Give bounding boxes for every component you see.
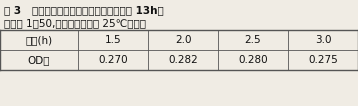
Text: OD値: OD値 [28, 55, 50, 65]
Text: 2.5: 2.5 [245, 35, 261, 45]
Text: 0.282: 0.282 [168, 55, 198, 65]
Text: 1.5: 1.5 [105, 35, 121, 45]
Text: 0.275: 0.275 [308, 55, 338, 65]
Text: 表 3   浸提时间和得率的关系（确酸铜处理 13h，: 表 3 浸提时间和得率的关系（确酸铜处理 13h， [4, 5, 164, 15]
Text: 0.270: 0.270 [98, 55, 128, 65]
Text: 时间(h): 时间(h) [25, 35, 53, 45]
Text: 料液比 1：50,丙酮乙醇混合液 25℃浸提）: 料液比 1：50,丙酮乙醇混合液 25℃浸提） [4, 18, 146, 28]
Text: 0.280: 0.280 [238, 55, 268, 65]
Text: 2.0: 2.0 [175, 35, 191, 45]
Text: 3.0: 3.0 [315, 35, 331, 45]
